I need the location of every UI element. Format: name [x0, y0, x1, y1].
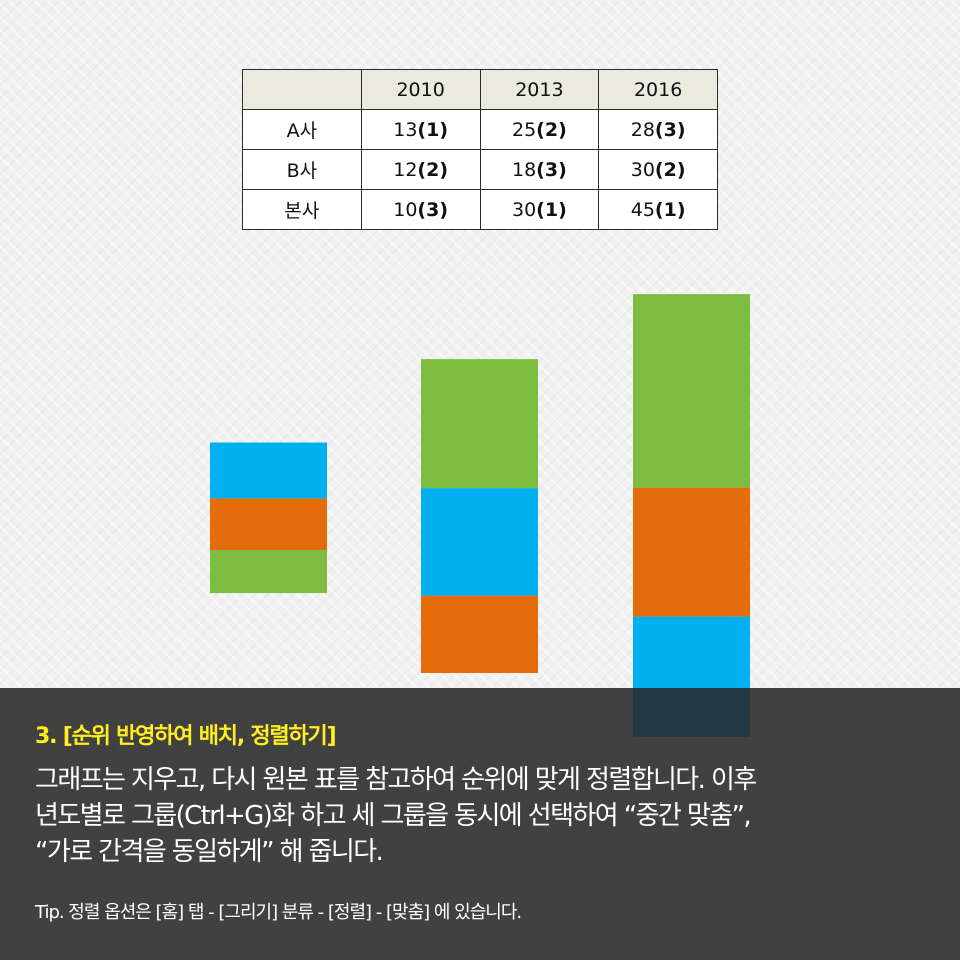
cell-value: 18: [511, 158, 537, 181]
instruction-panel: 3. [순위 반영하여 배치, 정렬하기] 그래프는 지우고, 다시 원본 표를…: [0, 688, 960, 960]
cell-value: 10: [393, 198, 418, 221]
cell-rank: (3): [654, 118, 686, 141]
row-label: 본사: [242, 189, 362, 230]
tip-text: Tip. 정렬 옵션은 [홈] 탭 - [그리기] 분류 - [정렬] - [맞…: [35, 902, 522, 923]
step-title: 3. [순위 반영하여 배치, 정렬하기]: [35, 724, 337, 749]
table-cell: 30(1): [479, 189, 600, 230]
table-cell: 18(3): [479, 149, 600, 190]
cell-rank: (2): [654, 158, 686, 181]
table-row: B사 12(2) 18(3) 30(2): [242, 149, 718, 190]
bar-segment-2016-본사: [633, 294, 750, 488]
table-cell: 12(2): [360, 149, 481, 190]
instruction-line: 년도별로 그룹(Ctrl+G)화 하고 세 그룹을 동시에 선택하여 “중간 맞…: [35, 801, 752, 831]
cell-rank: (2): [417, 158, 449, 181]
cell-rank: (3): [536, 158, 567, 181]
bar-segment-2010-A사: [210, 442, 327, 499]
instruction-line: 그래프는 지우고, 다시 원본 표를 참고하여 순위에 맞게 정렬합니다. 이후: [35, 765, 757, 795]
table-row: A사 13(1) 25(2) 28(3): [242, 109, 718, 150]
cell-value: 12: [393, 158, 418, 181]
table-header-corner: [242, 69, 362, 110]
table-cell: 10(3): [360, 189, 481, 230]
bar-segment-2013-A사: [421, 488, 538, 596]
bar-segment-2016-B사: [633, 487, 750, 617]
bar-segment-2010-본사: [210, 550, 327, 593]
cell-value: 25: [511, 118, 537, 141]
table-header-row: 2010 2013 2016: [242, 69, 718, 110]
cell-rank: (1): [536, 198, 567, 221]
table-cell: 28(3): [598, 109, 718, 150]
bar-segment-2013-본사: [421, 359, 538, 489]
cell-rank: (3): [417, 198, 449, 221]
cell-value: 30: [511, 198, 537, 221]
table-header-year: 2013: [479, 69, 600, 110]
cell-value: 13: [393, 118, 418, 141]
table-cell: 45(1): [598, 189, 718, 230]
instruction-line: “가로 간격을 동일하게” 해 줍니다.: [35, 837, 384, 867]
row-label: B사: [242, 149, 362, 190]
table-row: 본사 10(3) 30(1) 45(1): [242, 189, 718, 230]
bar-segment-2010-B사: [210, 498, 327, 550]
instruction-text: 그래프는 지우고, 다시 원본 표를 참고하여 순위에 맞게 정렬합니다. 이후…: [35, 762, 935, 870]
cell-rank: (1): [654, 198, 686, 221]
data-table: 2010 2013 2016 A사 13(1) 25(2) 28(3) B사 1…: [242, 69, 718, 230]
cell-value: 30: [630, 158, 655, 181]
bar-segment-2013-B사: [421, 595, 538, 673]
cell-rank: (1): [417, 118, 449, 141]
table-header-year: 2016: [598, 69, 718, 110]
table-cell: 25(2): [479, 109, 600, 150]
cell-value: 45: [630, 198, 655, 221]
cell-value: 28: [630, 118, 655, 141]
cell-rank: (2): [536, 118, 567, 141]
